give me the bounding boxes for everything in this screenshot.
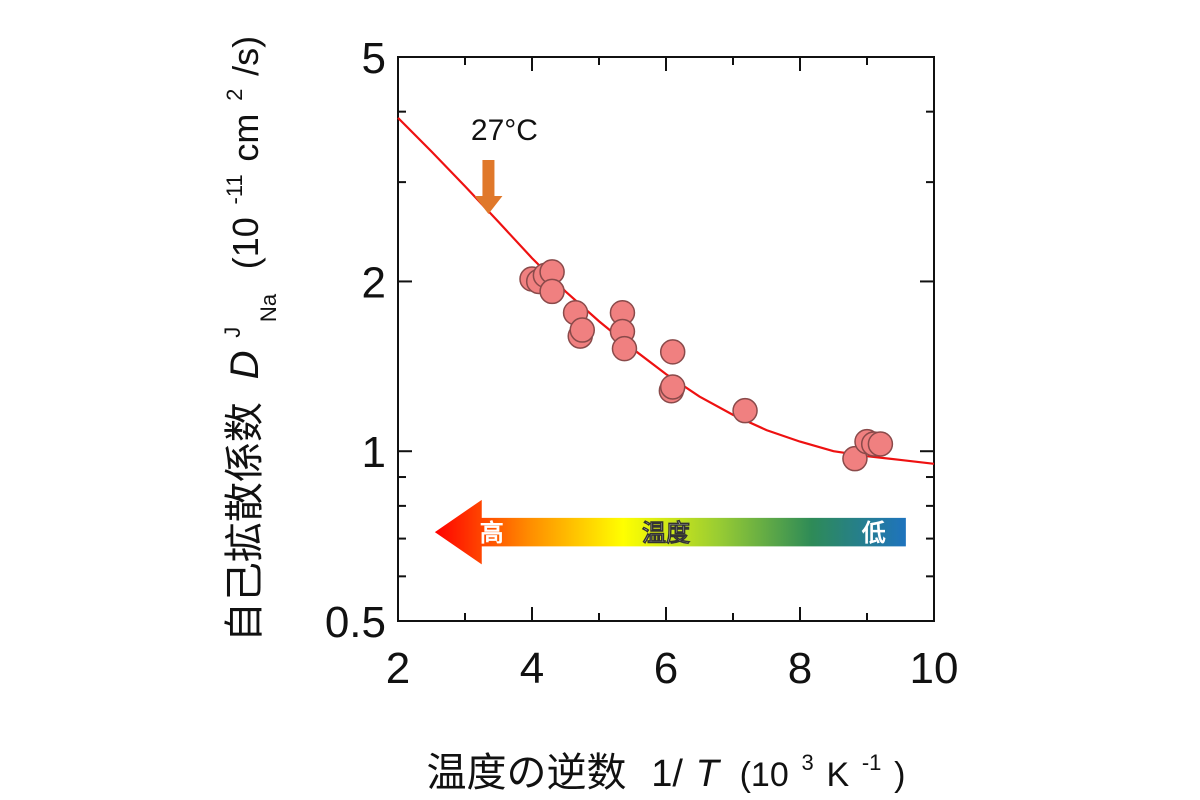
x-tick-label: 4 — [520, 644, 544, 693]
x-tick-label: 10 — [910, 644, 959, 693]
x-axis-units-open: (10 — [740, 756, 789, 794]
y-tick-label: 5 — [362, 34, 386, 83]
data-points — [519, 259, 894, 472]
data-point — [659, 374, 686, 400]
y-axis-title: 自己拡散係数 — [222, 402, 268, 642]
down-arrow-icon — [474, 160, 503, 214]
y-axis-units-mid: cm — [225, 114, 266, 162]
y-axis-variable: D — [223, 351, 267, 380]
temperature-low-label: 低 — [861, 519, 886, 547]
x-tick-label: 6 — [654, 644, 678, 693]
y-axis-variable-superscript: J — [220, 327, 245, 338]
svg-text:自己拡散係数 D J N: 自己拡散係数 D J Na (10 -11 cm 2 /s) — [204, 36, 286, 642]
temperature-gradient-arrow: 高 温度 低 — [434, 499, 906, 565]
data-point — [539, 278, 565, 305]
room-temperature-marker: 27°C — [471, 114, 538, 214]
y-axis-units-close: /s) — [225, 36, 266, 76]
x-axis-title: 温度の逆数 — [427, 750, 627, 796]
y-axis-units-exponent: -11 — [222, 174, 247, 204]
x-tick-label: 2 — [386, 644, 410, 693]
data-point — [569, 317, 595, 343]
y-axis-variable-subscript: Na — [256, 293, 281, 322]
fit-curve — [397, 117, 935, 465]
data-point — [659, 339, 686, 365]
data-point — [867, 431, 894, 457]
x-axis-units-close: ) — [894, 756, 905, 794]
x-axis-label: 温度の逆数 1/ T (10 3 K -1 ) — [427, 734, 906, 796]
fit-line — [397, 117, 935, 465]
y-axis-label: 自己拡散係数 D J Na (10 -11 cm 2 /s) — [204, 36, 286, 642]
y-axis-units-open: (10 — [225, 217, 266, 269]
data-point — [732, 397, 758, 424]
y-axis-units-exponent-2: 2 — [222, 89, 247, 101]
x-axis-variable-prefix: 1/ — [651, 753, 683, 795]
x-tick-label: 8 — [788, 644, 812, 693]
room-temperature-label: 27°C — [471, 114, 538, 147]
x-axis-units-exponent: 3 — [801, 750, 813, 775]
axis-ticks — [398, 56, 934, 622]
y-tick-label: 1 — [362, 428, 386, 477]
temperature-arrow-shape — [434, 499, 906, 565]
svg-text:温度の逆数 1/ T (: 温度の逆数 1/ T (10 3 K -1 ) — [427, 734, 906, 796]
x-axis-units-mid: K — [826, 756, 849, 794]
y-tick-label: 2 — [362, 258, 386, 307]
x-axis-units-exponent-2: -1 — [862, 750, 882, 775]
temperature-mid-label: 温度 — [642, 519, 691, 547]
temperature-high-label: 高 — [480, 519, 504, 547]
y-tick-label: 0.5 — [325, 598, 386, 647]
data-point — [611, 335, 638, 362]
x-axis-variable: T — [696, 753, 722, 795]
axis-tick-labels: 2 4 6 8 10 0.5 1 2 5 — [325, 34, 959, 693]
